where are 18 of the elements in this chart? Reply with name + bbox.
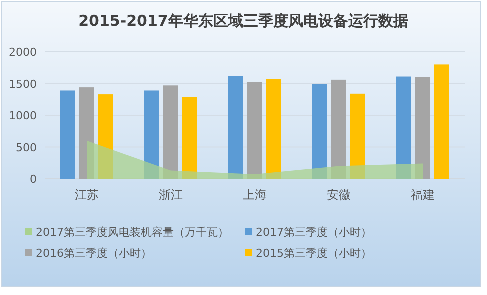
legend-label: 2016第三季度（小时） (36, 247, 152, 260)
y-tick-label: 1500 (9, 78, 37, 91)
legend-label: 2015第三季度（小时） (256, 247, 372, 260)
x-tick-label: 上海 (243, 188, 267, 202)
bar (416, 77, 430, 179)
legend-label: 2017第三季度风电装机容量（万千瓦） (36, 226, 229, 239)
bar (434, 64, 450, 179)
x-tick-label: 江苏 (75, 188, 99, 202)
x-tick-label: 浙江 (159, 188, 183, 202)
bar (60, 90, 76, 179)
x-tick-label: 福建 (411, 188, 435, 202)
y-tick-label: 1000 (9, 110, 37, 122)
legend-label: 2017第三季度（小时） (256, 226, 372, 239)
y-tick-label: 0 (30, 173, 37, 186)
x-tick-label: 安徽 (327, 188, 351, 202)
chart-title: 2015-2017年华东区域三季度风电设备运行数据 (78, 12, 408, 30)
y-tick-label: 500 (16, 141, 37, 154)
y-tick-label: 2000 (9, 46, 37, 59)
